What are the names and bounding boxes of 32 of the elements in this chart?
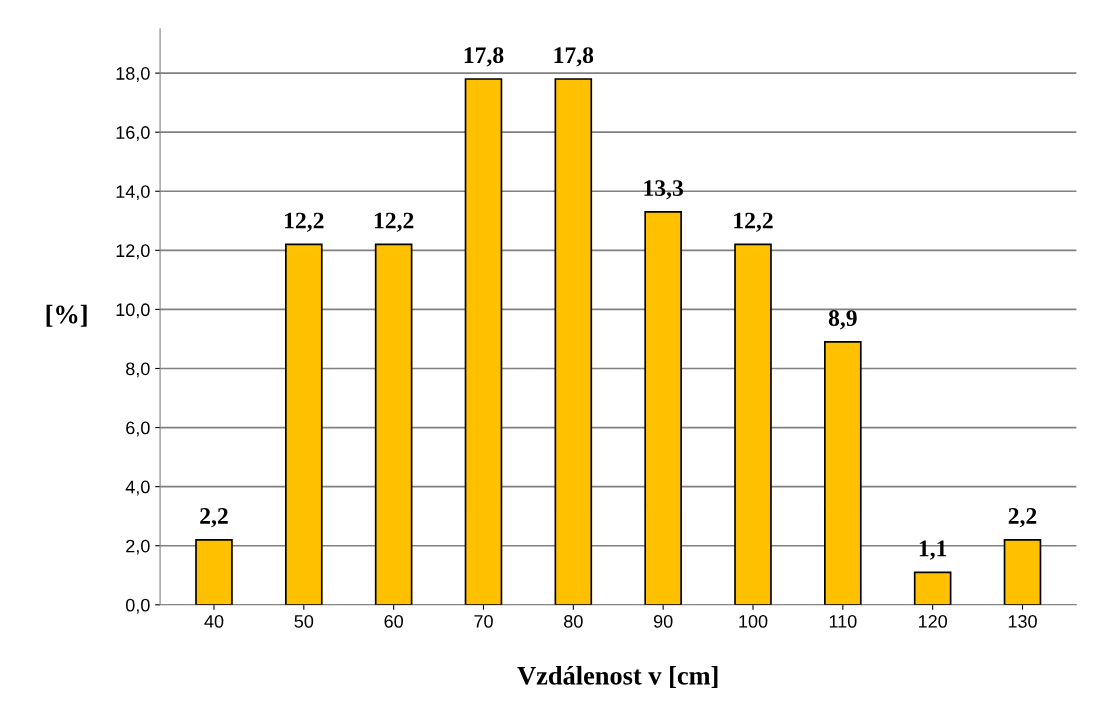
y-tick-label: 16,0 — [116, 126, 150, 142]
x-tick-label: 80 — [564, 615, 583, 628]
x-tick-label: 130 — [1008, 615, 1037, 628]
y-tick-label: 12,0 — [116, 244, 150, 260]
y-tick-label: 10,0 — [116, 303, 150, 319]
x-tick-label: 60 — [384, 615, 403, 628]
data-label: 12,2 — [374, 212, 414, 232]
y-tick-label: 14,0 — [116, 185, 150, 201]
y-tick-label: 8,0 — [126, 362, 150, 378]
x-tick-label: 40 — [204, 615, 224, 628]
data-label: 1,1 — [919, 540, 947, 560]
y-tick-label: 6,0 — [126, 421, 150, 437]
data-label: 12,2 — [734, 212, 773, 232]
y-axis-title: [%] — [46, 304, 87, 327]
data-label: 17,8 — [464, 47, 504, 67]
x-axis-title: Vzdálenost v [cm] — [517, 666, 718, 688]
data-label: 8,9 — [828, 310, 857, 330]
x-tick-label: 70 — [474, 615, 493, 628]
data-label: 12,2 — [285, 212, 324, 232]
x-tick-label: 120 — [918, 615, 948, 628]
data-label: 2,2 — [200, 508, 228, 528]
x-tick-label: 100 — [739, 615, 768, 628]
data-label: 2,2 — [1008, 508, 1037, 528]
x-tick-label: 50 — [294, 615, 314, 628]
x-tick-label: 90 — [653, 615, 673, 628]
data-label: 17,8 — [554, 47, 594, 67]
y-tick-label: 18,0 — [116, 67, 150, 82]
y-tick-label: 2,0 — [126, 539, 150, 555]
y-tick-label: 4,0 — [125, 480, 150, 496]
data-label: 13,3 — [644, 180, 684, 200]
y-tick-label: 0,0 — [125, 598, 150, 614]
x-tick-label: 110 — [829, 615, 857, 628]
